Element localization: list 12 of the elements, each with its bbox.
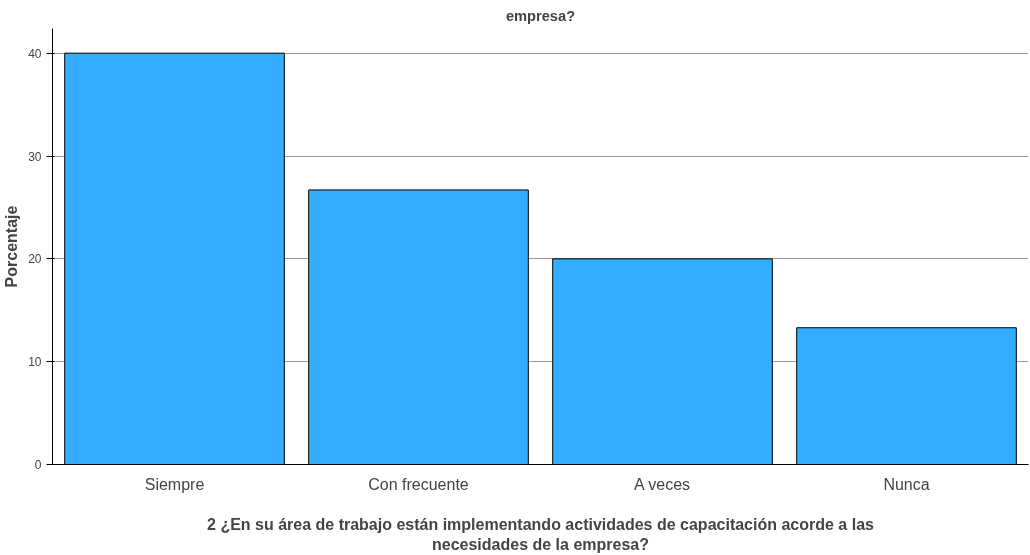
x-tick-label: Siempre [144, 475, 205, 493]
x-tick-label: A veces [634, 475, 691, 493]
chart-title: empresa? [505, 7, 576, 24]
x-tick-label: Con frecuente [368, 475, 469, 493]
y-tick-label: 20 [28, 252, 42, 267]
x-tick-label: Nunca [883, 475, 930, 493]
x-axis-title: 2 ¿En su área de trabajo están implementando actividades de capacitación acorde a las necesidades de la empresa? [207, 515, 875, 553]
y-tick-label: 10 [28, 355, 42, 370]
y-axis-title: Porcentaje [3, 205, 21, 288]
y-tick-label: 40 [28, 46, 42, 61]
y-tick-label: 0 [34, 458, 42, 472]
y-tick-label: 30 [28, 149, 42, 164]
